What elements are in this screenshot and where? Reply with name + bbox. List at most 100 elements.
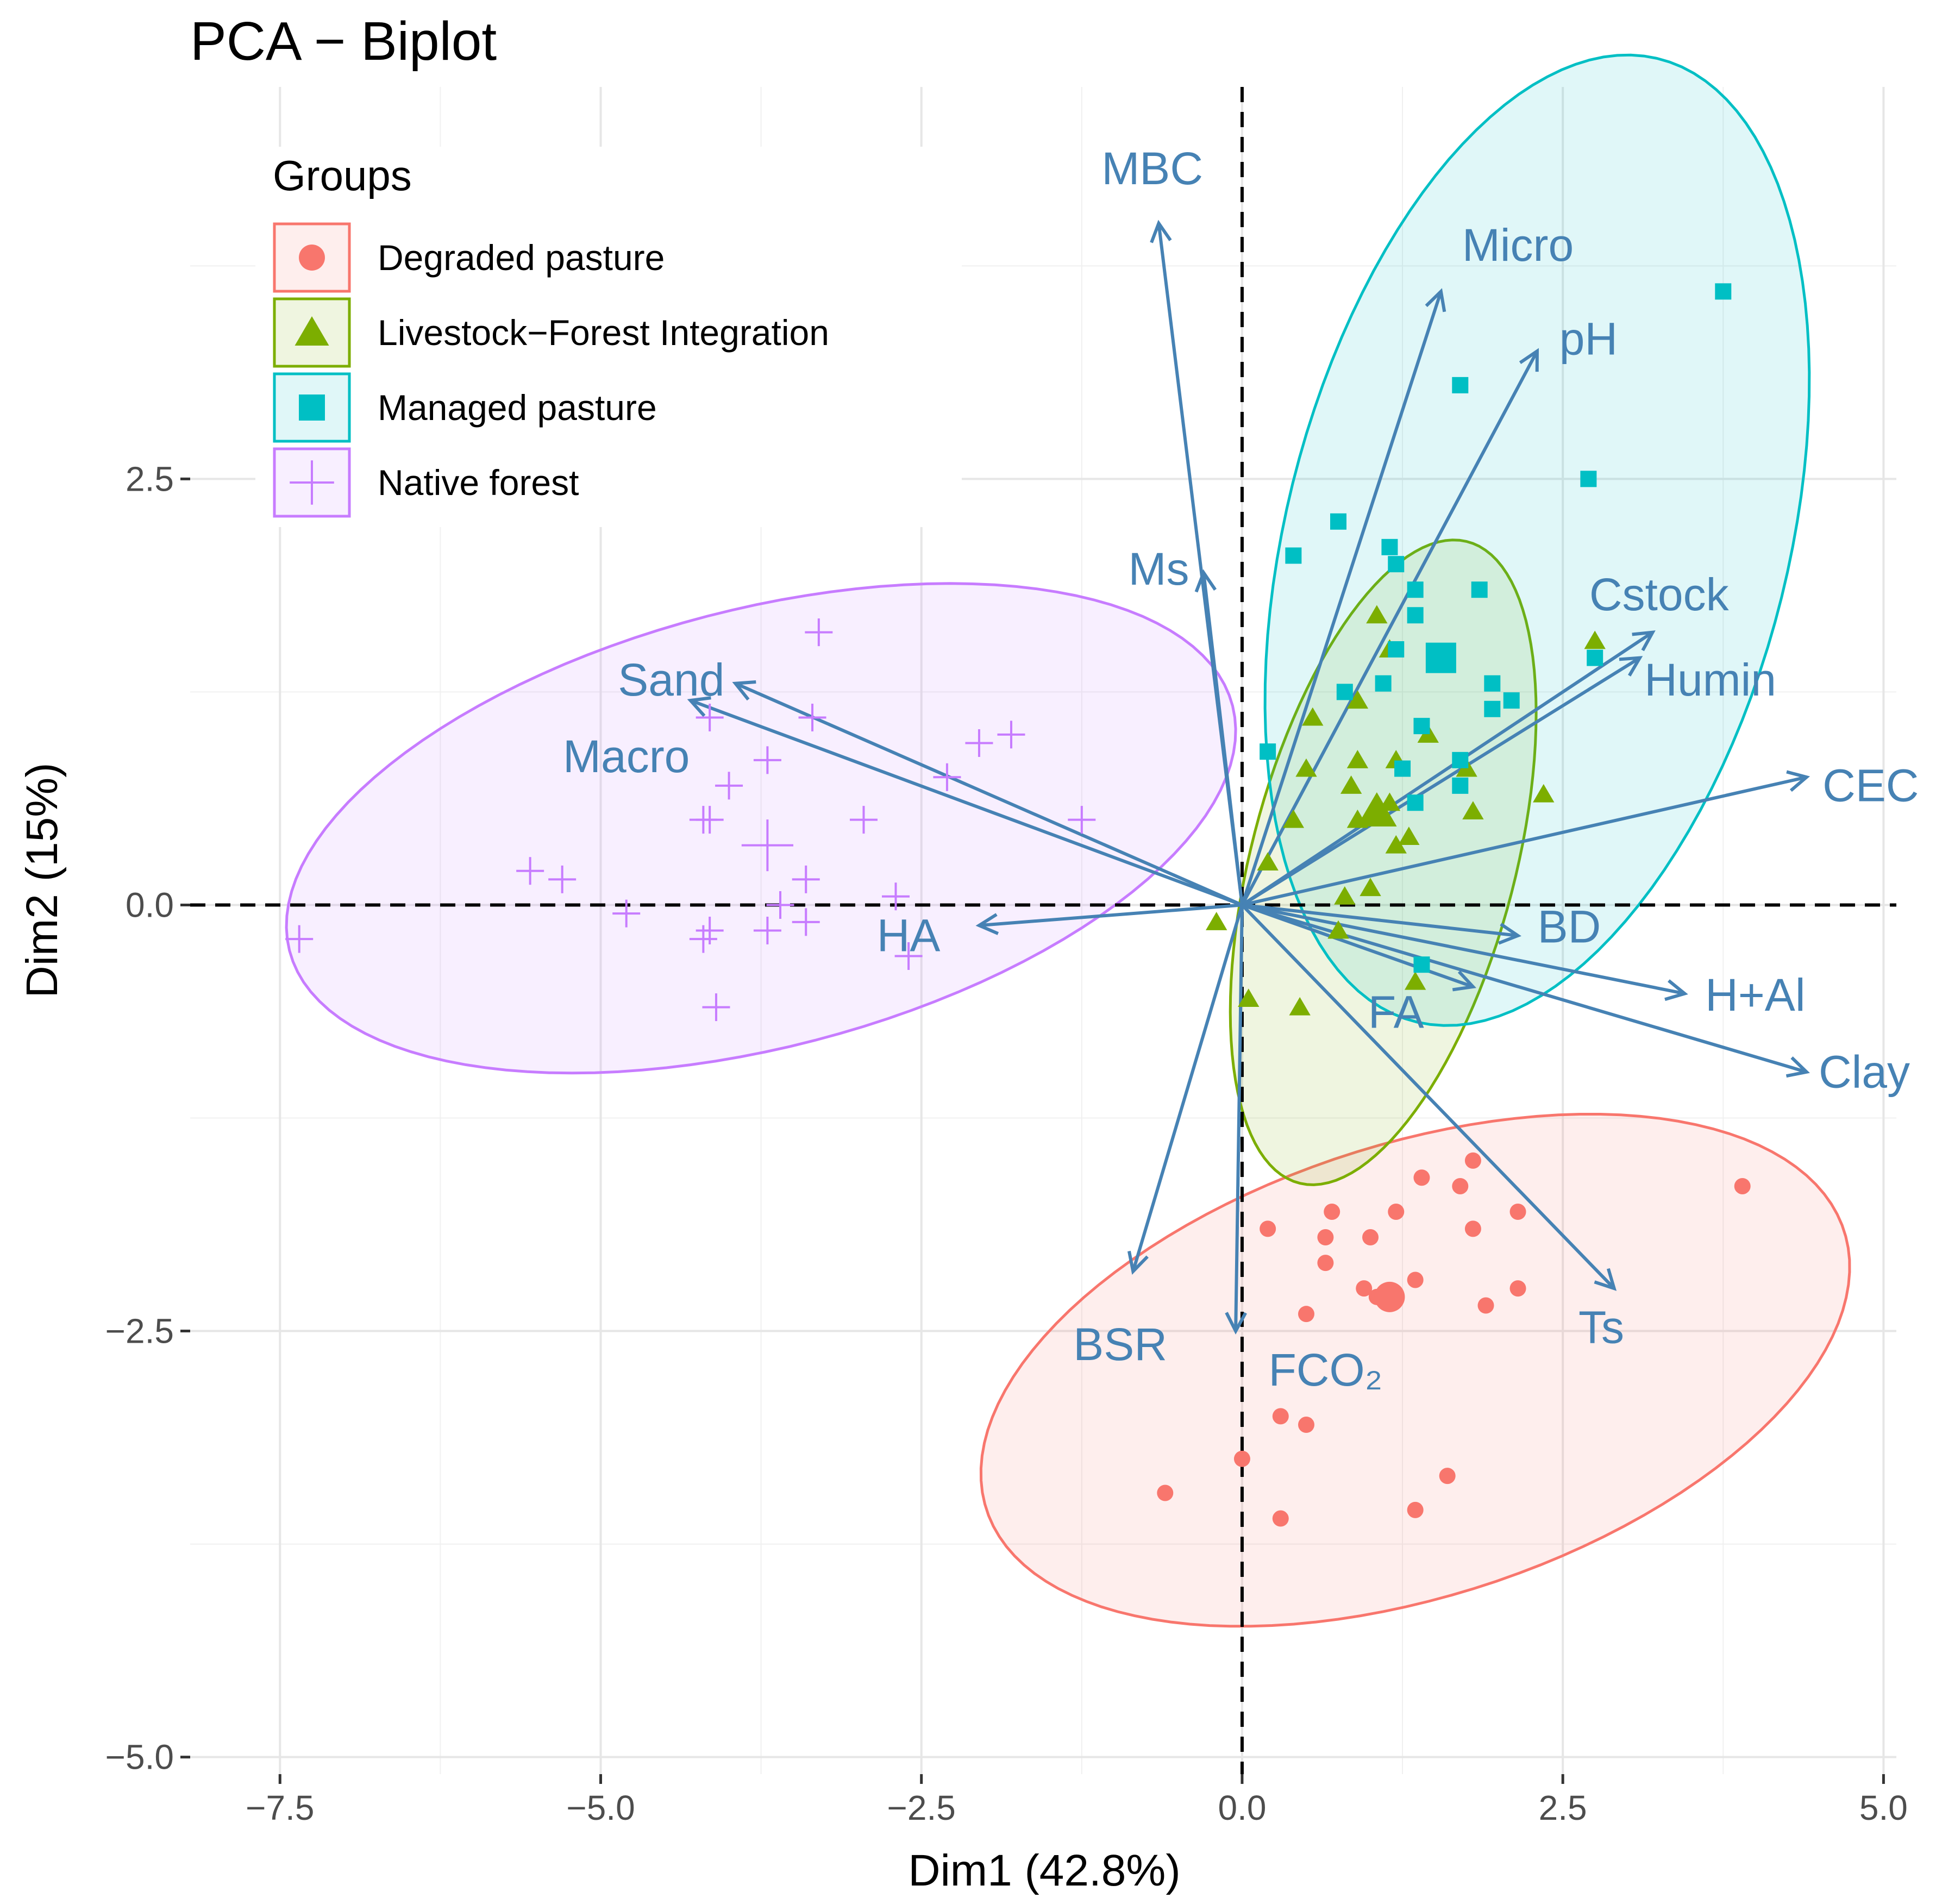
data-point — [1484, 700, 1501, 717]
variable-label: H+Al — [1705, 969, 1805, 1020]
data-point — [1413, 1169, 1430, 1186]
variable-label: Clay — [1819, 1046, 1910, 1097]
arrow-shaft — [1241, 291, 1443, 906]
arrow-head — [1619, 656, 1643, 677]
arrow-fa — [1241, 903, 1476, 992]
data-point — [1289, 997, 1311, 1016]
data-point — [1327, 920, 1349, 939]
arrow-ts — [1241, 904, 1617, 1291]
variable-labels: MBC Micro pH Ms Cstock Humin CEC Sand Macro HA BD H… — [563, 143, 1919, 1395]
data-point — [1413, 956, 1430, 973]
data-point — [792, 865, 820, 893]
data-point — [1302, 707, 1324, 726]
arrow-head — [1664, 979, 1688, 1001]
data-point — [1346, 690, 1369, 709]
variable-label: Micro — [1462, 220, 1574, 271]
arrow-shaft — [1241, 656, 1641, 907]
data-point — [612, 899, 641, 928]
arrow-cstock — [1241, 630, 1656, 906]
data-point — [1452, 1178, 1469, 1194]
data-point — [1407, 607, 1424, 624]
x-tick-label: −7.5 — [246, 1788, 314, 1827]
x-tick-label: 2.5 — [1539, 1788, 1587, 1827]
data-point — [1317, 1229, 1334, 1246]
data-point — [1452, 377, 1469, 393]
data-point — [933, 763, 961, 791]
arrow-shaft — [1241, 350, 1539, 906]
y-axis-title: Dim2 (15%) — [17, 763, 67, 998]
group-centroid-1 — [1374, 1281, 1405, 1312]
data-point — [1439, 1468, 1456, 1485]
arrow-shaft — [979, 903, 1243, 928]
arrow-hal — [1242, 903, 1688, 1001]
arrow-head — [1452, 970, 1476, 992]
legend-marker — [299, 245, 325, 271]
variable-label: Macro — [563, 731, 690, 782]
data-point — [997, 721, 1025, 749]
legend-entry-3: Managed pasture — [273, 372, 657, 443]
arrow-shaft — [1242, 775, 1807, 907]
data-point — [548, 865, 577, 893]
data-point — [1336, 684, 1353, 700]
variable-label: FA — [1368, 987, 1424, 1038]
variable-arrows — [687, 220, 1811, 1335]
arrow-head — [1786, 1056, 1810, 1078]
legend-label: Livestock−Forest Integration — [378, 312, 829, 353]
data-point — [1317, 1255, 1334, 1272]
data-point — [1398, 826, 1420, 845]
data-point — [798, 703, 826, 731]
data-point — [1330, 513, 1347, 530]
group-ellipses — [285, 53, 1851, 1628]
arrow-head — [1150, 220, 1172, 243]
variable-label: Cstock — [1589, 569, 1730, 620]
arrow-ph — [1241, 348, 1539, 906]
data-point — [1285, 547, 1302, 564]
data-point — [1260, 743, 1276, 760]
arrow-shaft — [1242, 903, 1686, 995]
arrow-head — [1632, 630, 1656, 652]
variable-label: Sand — [618, 654, 724, 705]
data-point — [1381, 538, 1398, 555]
data-point — [1413, 718, 1430, 735]
data-point — [715, 772, 743, 800]
data-point — [1068, 806, 1096, 834]
data-point — [1260, 1220, 1276, 1237]
legend: Groups Degraded pasture Livestock−Forest … — [255, 147, 962, 527]
data-point — [1298, 1306, 1314, 1323]
data-point — [1272, 1510, 1289, 1527]
group-centroid-2 — [1357, 792, 1397, 826]
y-tick-label: 0.0 — [126, 885, 174, 924]
variable-label: Humin — [1644, 654, 1776, 705]
data-point — [1238, 988, 1260, 1007]
variable-label: Ts — [1578, 1302, 1624, 1353]
data-point — [1346, 750, 1369, 768]
chart-title: PCA − Biplot — [190, 11, 497, 72]
data-point — [1388, 556, 1405, 573]
data-point — [516, 857, 544, 885]
arrow-shaft — [1202, 572, 1244, 905]
y-tick-label: 2.5 — [126, 459, 174, 498]
arrow-head — [975, 913, 999, 935]
data-point — [1407, 1272, 1424, 1288]
arrow-head — [1127, 1250, 1149, 1275]
data-point — [1295, 758, 1317, 777]
arrow-shaft — [1242, 903, 1518, 937]
data-point — [1734, 1178, 1751, 1194]
legend-background — [255, 147, 962, 527]
arrow-head — [1425, 288, 1446, 312]
data-point — [792, 908, 820, 936]
x-tick-label: 0.0 — [1218, 1788, 1266, 1827]
arrow-shaft — [1241, 903, 1474, 988]
legend-key — [273, 222, 351, 293]
data-point — [849, 806, 878, 834]
legend-label: Native forest — [378, 462, 579, 503]
arrow-head — [1498, 923, 1521, 945]
variable-label: BSR — [1073, 1319, 1167, 1370]
arrow-ms — [1194, 569, 1244, 905]
data-point — [1362, 1229, 1379, 1246]
arrow-shaft — [1234, 905, 1244, 1331]
data-point — [1257, 852, 1279, 871]
arrow-humin — [1241, 656, 1643, 907]
data-point — [1394, 760, 1411, 777]
arrow-head — [1194, 569, 1217, 593]
